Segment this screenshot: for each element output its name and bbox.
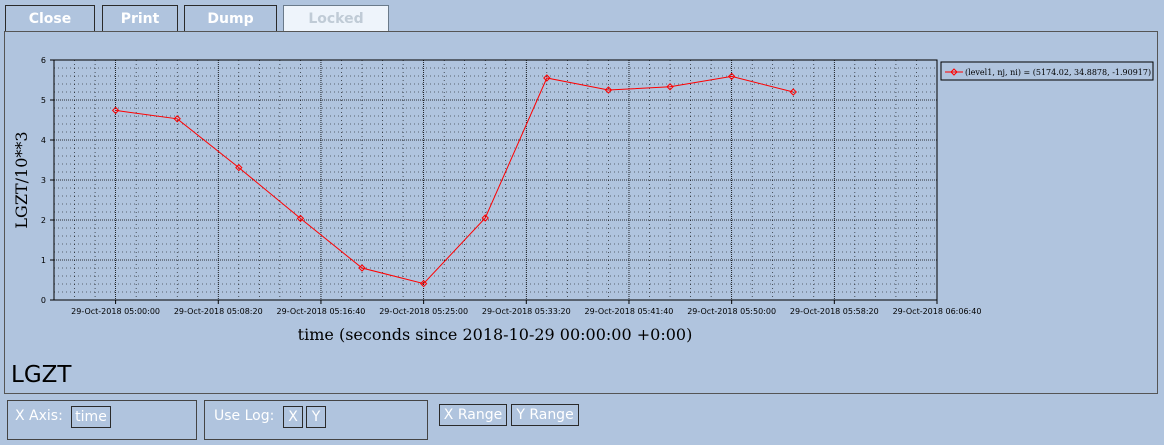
series-group (111, 72, 797, 288)
dump-button[interactable]: Dump (184, 5, 277, 31)
log-y-toggle[interactable]: Y (306, 406, 326, 428)
print-button[interactable]: Print (102, 5, 178, 31)
x-axis-label: time (seconds since 2018-10-29 00:00:00 … (298, 325, 693, 344)
x-tick-labels: 29-Oct-2018 05:00:00 29-Oct-2018 05:08:20… (71, 307, 981, 316)
y-tick-label: 0 (41, 296, 46, 305)
use-log-label-text: Use Log: (214, 408, 275, 424)
y-tick-label: 6 (41, 56, 46, 65)
data-point (727, 72, 736, 81)
data-point (358, 264, 366, 272)
y-tick-label: 5 (41, 96, 46, 105)
legend: (level1, nj, ni) = (5174.02, 34.8878, -1… (940, 61, 1154, 81)
x-tick-label: 29-Oct-2018 06:06:40 (893, 307, 982, 316)
data-point (173, 115, 181, 123)
x-tick-label: 29-Oct-2018 05:08:20 (174, 307, 263, 316)
data-point (419, 279, 428, 288)
plot-area (53, 59, 938, 301)
data-point (481, 214, 489, 222)
x-tick-label: 29-Oct-2018 05:16:40 (277, 307, 366, 316)
x-tick-label: 29-Oct-2018 05:00:00 (71, 307, 160, 316)
y-tick-label: 4 (41, 136, 46, 145)
y-range-button[interactable]: Y Range (511, 404, 579, 426)
legend-marker (950, 68, 958, 76)
data-point (235, 163, 243, 172)
series-line (115, 75, 794, 285)
use-log-group: Use Log: X Y (204, 400, 428, 440)
x-tick-label: 29-Oct-2018 05:50:00 (687, 307, 776, 316)
plot-panel: 29-Oct-2018 05:00:00 29-Oct-2018 05:08:20… (4, 31, 1158, 394)
x-tick-label: 29-Oct-2018 05:58:20 (790, 307, 879, 316)
x-tick-label: 29-Oct-2018 05:33:20 (482, 307, 571, 316)
y-tick-label: 3 (41, 176, 46, 185)
data-point (604, 86, 613, 94)
y-tick-labels: 0 1 2 3 4 5 6 (41, 56, 46, 305)
data-point (666, 83, 674, 91)
y-tick-label: 1 (41, 256, 46, 265)
locked-button[interactable]: Locked (283, 5, 389, 31)
x-tick-label: 29-Oct-2018 05:41:40 (585, 307, 674, 316)
variable-name-label: LGZT (11, 362, 72, 388)
legend-box (940, 61, 1154, 81)
x-axis-group: X Axis: time (7, 400, 197, 440)
data-point (296, 214, 305, 223)
y-tick-label: 2 (41, 216, 46, 225)
x-range-button[interactable]: X Range (439, 404, 507, 426)
data-point (543, 74, 551, 82)
x-axis-select[interactable]: time (71, 406, 111, 428)
y-axis-label: LGZT/10**3 (12, 131, 31, 228)
x-axis-label-text: X Axis: (15, 408, 63, 424)
line-chart: 29-Oct-2018 05:00:00 29-Oct-2018 05:08:20… (12, 56, 1154, 344)
close-button[interactable]: Close (5, 5, 95, 31)
x-tick-label: 29-Oct-2018 05:25:00 (379, 307, 468, 316)
legend-label: (level1, nj, ni) = (5174.02, 34.8878, -1… (965, 68, 1151, 77)
data-point (111, 106, 120, 115)
data-point (789, 88, 797, 96)
grid-major (50, 59, 938, 304)
log-x-toggle[interactable]: X (283, 406, 303, 428)
